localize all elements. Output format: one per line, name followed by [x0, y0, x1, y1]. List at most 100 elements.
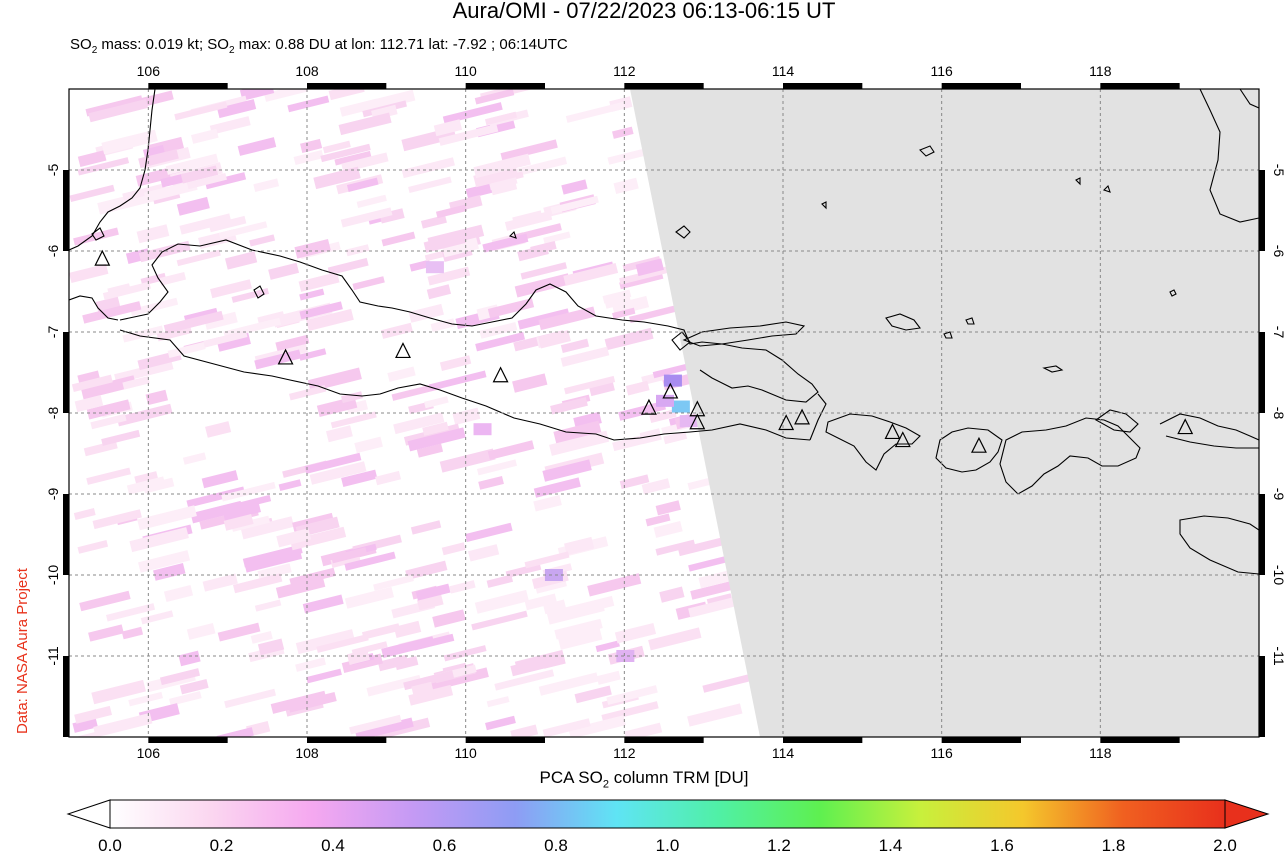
- so2-pixel: [83, 440, 118, 457]
- lon-label-top: 108: [295, 63, 319, 79]
- volcano-markers: [94, 249, 1194, 453]
- so2-pixel: [74, 394, 104, 413]
- so2-pixel: [80, 375, 137, 400]
- frame-bar-left: [63, 332, 69, 413]
- so2-pixel: [422, 421, 449, 436]
- so2-pixel: [290, 526, 347, 551]
- colorbar-tick-label: 0.6: [432, 836, 457, 855]
- lon-label-top: 112: [613, 63, 636, 79]
- so2-pixel: [217, 622, 261, 642]
- so2-pixel: [596, 670, 621, 685]
- volcano-triangle-icon: [94, 249, 111, 266]
- so2-pixel: [587, 573, 642, 597]
- so2-pixel: [403, 670, 455, 691]
- so2-pixel: [356, 194, 387, 208]
- frame-bar-right: [1259, 170, 1265, 251]
- so2-pixel: [275, 576, 326, 599]
- so2-pixel: [179, 213, 232, 235]
- so2-pixel: [90, 413, 127, 430]
- so2-pixel: [224, 251, 258, 270]
- so2-pixel: [611, 295, 650, 316]
- so2-pixel: [505, 563, 542, 579]
- so2-pixel: [393, 620, 422, 638]
- so2-pixel: [558, 628, 603, 650]
- so2-pixel: [92, 509, 142, 530]
- so2-pixel: [484, 111, 518, 126]
- so2-pixel: [218, 221, 268, 240]
- so2-pixel: [352, 276, 385, 291]
- volcano-triangle-icon: [492, 366, 509, 383]
- so2-pixel: [153, 563, 186, 581]
- so2-pixel: [438, 123, 499, 146]
- so2-pixel: [224, 688, 277, 709]
- so2-pixel: [688, 595, 744, 618]
- so2-pixel: [221, 481, 276, 502]
- so2-pixel: [511, 156, 568, 178]
- so2-pixel: [554, 618, 603, 640]
- so2-pixel: [361, 623, 401, 640]
- so2-pixel: [137, 505, 197, 531]
- so2-pixel: [102, 281, 151, 301]
- so2-pixel: [635, 258, 664, 277]
- so2-pixel: [298, 348, 327, 361]
- lat-label-right: -7: [1271, 326, 1287, 339]
- so2-pixel: [176, 249, 221, 267]
- volcano-triangle-icon: [395, 342, 411, 359]
- so2-pixel: [589, 381, 615, 397]
- frame-bar-bottom: [624, 737, 704, 743]
- so2-pixel-high: [671, 400, 690, 413]
- so2-pixel: [344, 551, 396, 571]
- lat-label-left: -8: [45, 407, 61, 420]
- so2-pixel: [415, 583, 451, 601]
- so2-pixel: [77, 150, 107, 168]
- so2-pixel: [128, 691, 163, 707]
- so2-pixel: [687, 703, 743, 727]
- so2-pixel: [433, 119, 463, 137]
- lon-label-bottom: 106: [137, 745, 161, 761]
- so2-pixel: [257, 563, 292, 581]
- colorbar-tick-label: 2.0: [1213, 836, 1237, 855]
- lon-label-top: 110: [455, 63, 478, 79]
- so2-pixel: [530, 240, 557, 255]
- frame-bar-right: [1259, 494, 1265, 575]
- so2-pixel: [619, 474, 650, 490]
- so2-pixel: [391, 383, 439, 401]
- so2-pixel: [568, 715, 626, 737]
- so2-pixel: [294, 238, 331, 259]
- so2-pixel: [490, 182, 518, 196]
- so2-pixel: [77, 370, 100, 384]
- colorbar-high-arrow: [1224, 799, 1270, 829]
- so2-pixel: [257, 638, 285, 656]
- so2-pixel: [443, 645, 487, 662]
- lon-label-bottom: 108: [295, 745, 319, 761]
- coastlines: [69, 89, 1259, 575]
- so2-pixel: [295, 629, 355, 655]
- so2-pixel: [182, 452, 207, 465]
- so2-pixel: [217, 99, 257, 119]
- so2-pixel: [465, 522, 513, 542]
- so2-pixel: [240, 516, 295, 540]
- so2-pixel: [543, 599, 567, 615]
- so2-pixel: [439, 355, 472, 371]
- so2-pixel: [479, 321, 518, 339]
- so2-pixel: [655, 500, 681, 516]
- so2-pixel: [327, 257, 369, 276]
- so2-pixel: [106, 603, 156, 622]
- so2-pixel: [468, 544, 500, 562]
- so2-pixel: [476, 459, 518, 476]
- so2-pixel: [216, 727, 254, 737]
- so2-pixel: [203, 330, 248, 348]
- so2-pixel: [428, 370, 487, 392]
- so2-pixel: [208, 215, 247, 233]
- so2-pixel: [625, 380, 650, 396]
- so2-pixel: [405, 560, 448, 580]
- lat-label-right: -11: [1271, 646, 1287, 665]
- so2-pixel: [409, 259, 431, 272]
- so2-pixel: [393, 412, 445, 435]
- so2-pixel: [289, 384, 327, 401]
- so2-pixel: [254, 599, 282, 612]
- volcano-triangle-icon: [662, 382, 679, 399]
- so2-pixel: [648, 627, 702, 651]
- so2-pixel: [407, 427, 466, 452]
- so2-pixel: [222, 503, 261, 521]
